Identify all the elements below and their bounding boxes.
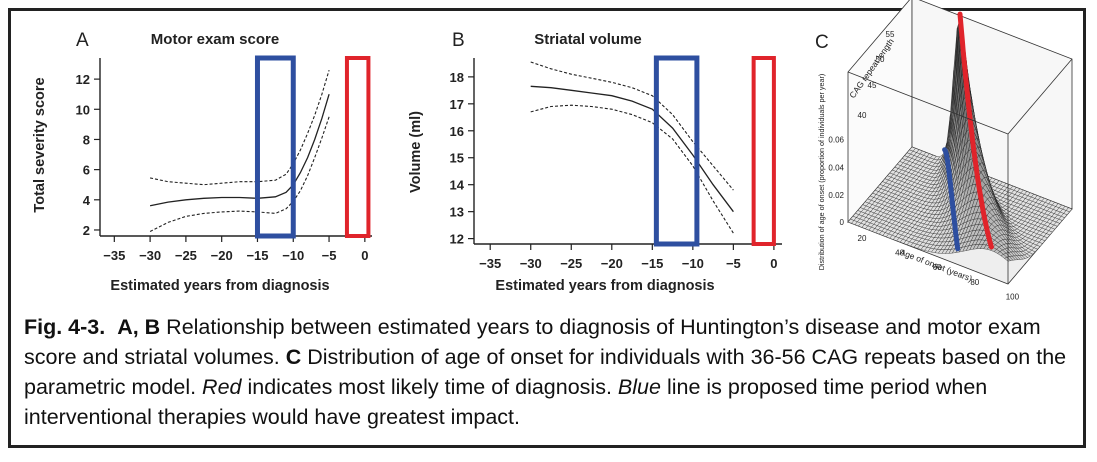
panel-b-y-tick-label: 13 bbox=[450, 205, 464, 220]
panel-c-y-tick-label: 50 bbox=[876, 55, 885, 64]
panel-b-x-tick-label: −35 bbox=[479, 256, 501, 271]
caption-text-4: line is proposed time period when interv… bbox=[24, 375, 988, 429]
panel-c-z-tick-label: 0.02 bbox=[828, 191, 844, 200]
figure-caption: Fig. 4-3. A, B Relationship between esti… bbox=[24, 312, 1074, 432]
panel-a-series-upper-bound bbox=[149, 69, 330, 186]
panel-a-series-lower-bound bbox=[149, 116, 330, 232]
caption-text-3: indicates most likely time of diagnosis. bbox=[241, 375, 618, 399]
caption-text-1: Relationship between estimated years to … bbox=[24, 315, 1041, 369]
panel-c-top-edge bbox=[847, 71, 1009, 135]
panel-b-y-tick-label: 14 bbox=[450, 178, 465, 193]
panel-b-x-tick-label: −30 bbox=[520, 256, 542, 271]
panel-b-xlabel: Estimated years from diagnosis bbox=[495, 278, 714, 294]
panel-c-z-axis-label: Distribution of age of onset (proportion… bbox=[817, 74, 826, 271]
panel-a-ylabel: Total severity score bbox=[32, 77, 48, 212]
panel-c-blue-curve bbox=[942, 147, 961, 252]
panel-c-x-tick-label: 60 bbox=[933, 263, 942, 272]
panel-b-x-tick-label: −25 bbox=[560, 256, 582, 271]
panel-b-y-tick-label: 16 bbox=[450, 124, 464, 139]
panel-b-region-red-box bbox=[751, 56, 776, 246]
panel-b-x-tick-label: 0 bbox=[770, 256, 777, 271]
panel-b-series-upper-bound bbox=[530, 61, 734, 191]
panel-a-x-tick-label: −20 bbox=[211, 248, 233, 263]
panel-a-x-tick-label: −10 bbox=[282, 248, 304, 263]
panel-c-z-tick-label: 0 bbox=[840, 218, 845, 227]
panel-b-x-tick-label: −5 bbox=[726, 256, 741, 271]
panel-c-x-tick-label: 80 bbox=[970, 278, 979, 287]
panel-b-region-blue-box bbox=[653, 55, 700, 247]
panel-c-z-tick-label: 0.06 bbox=[828, 136, 844, 145]
panel-a-x-tick-label: −25 bbox=[175, 248, 197, 263]
panel-a-y-tick-label: 10 bbox=[76, 102, 90, 117]
chart-area: A Motor exam score Total severity score … bbox=[32, 0, 1073, 301]
panel-a-y-tick-label: 12 bbox=[76, 72, 90, 87]
panel-c-y-tick-label: 55 bbox=[886, 30, 895, 39]
panel-a-x-tick-label: −30 bbox=[139, 248, 161, 263]
panel-c-z-tick-label: 0.04 bbox=[828, 164, 844, 173]
panel-a-y-tick-label: 8 bbox=[83, 132, 90, 147]
panel-b: B Striatal volume Volume (ml) Estimated … bbox=[408, 30, 782, 294]
panel-b-y-tick-label: 15 bbox=[450, 151, 464, 166]
panel-c-x-tick-label: 100 bbox=[1006, 292, 1020, 301]
panel-b-x-tick-label: −20 bbox=[601, 256, 623, 271]
panel-a-x-tick-label: 0 bbox=[361, 248, 368, 263]
panel-a-x-tick-label: −15 bbox=[246, 248, 268, 263]
panel-a-title: Motor exam score bbox=[151, 31, 279, 48]
panel-a-y-tick-label: 2 bbox=[83, 223, 90, 238]
panel-c-y-tick-label: 40 bbox=[858, 111, 867, 120]
panel-b-x-tick-label: −15 bbox=[641, 256, 663, 271]
panel-c-label: C bbox=[815, 32, 829, 53]
panel-b-x-tick-label: −10 bbox=[682, 256, 704, 271]
panel-b-y-tick-label: 18 bbox=[450, 70, 464, 85]
panel-b-y-tick-label: 17 bbox=[450, 97, 464, 112]
panel-a-y-tick-label: 4 bbox=[83, 193, 91, 208]
caption-figure-label: Fig. 4-3. bbox=[24, 315, 106, 339]
panel-b-series-lower-bound bbox=[530, 104, 734, 234]
panel-a-xlabel: Estimated years from diagnosis bbox=[110, 278, 329, 294]
panel-a-x-tick-label: −35 bbox=[103, 248, 125, 263]
caption-blue-word: Blue bbox=[617, 375, 661, 399]
panel-b-y-tick-label: 12 bbox=[450, 232, 464, 247]
panel-c-red-curve bbox=[957, 11, 994, 250]
panel-c-x-tick-label: 20 bbox=[858, 234, 867, 243]
caption-panels-ab: A, B bbox=[117, 315, 161, 339]
panel-a-series-estimate bbox=[149, 94, 330, 207]
panel-b-label: B bbox=[452, 30, 465, 51]
panel-a-label: A bbox=[76, 30, 89, 51]
panel-a-region-red-box bbox=[344, 56, 371, 238]
panel-a-region-blue-box bbox=[254, 55, 296, 239]
caption-text-2: Distribution of age of onset for individ… bbox=[24, 345, 1067, 399]
panel-a-x-tick-label: −5 bbox=[322, 248, 337, 263]
panel-a-y-tick-label: 6 bbox=[83, 163, 90, 178]
caption-panel-c: C bbox=[285, 345, 302, 369]
panel-c-y-tick-label: 45 bbox=[868, 81, 877, 90]
panel-b-series-estimate bbox=[530, 85, 734, 213]
panel-b-ylabel: Volume (ml) bbox=[408, 111, 424, 193]
caption-red-word: Red bbox=[202, 375, 242, 399]
panel-c-x-tick-label: 40 bbox=[895, 249, 904, 258]
panel-a: A Motor exam score Total severity score … bbox=[32, 30, 372, 294]
panel-b-title: Striatal volume bbox=[534, 31, 642, 48]
